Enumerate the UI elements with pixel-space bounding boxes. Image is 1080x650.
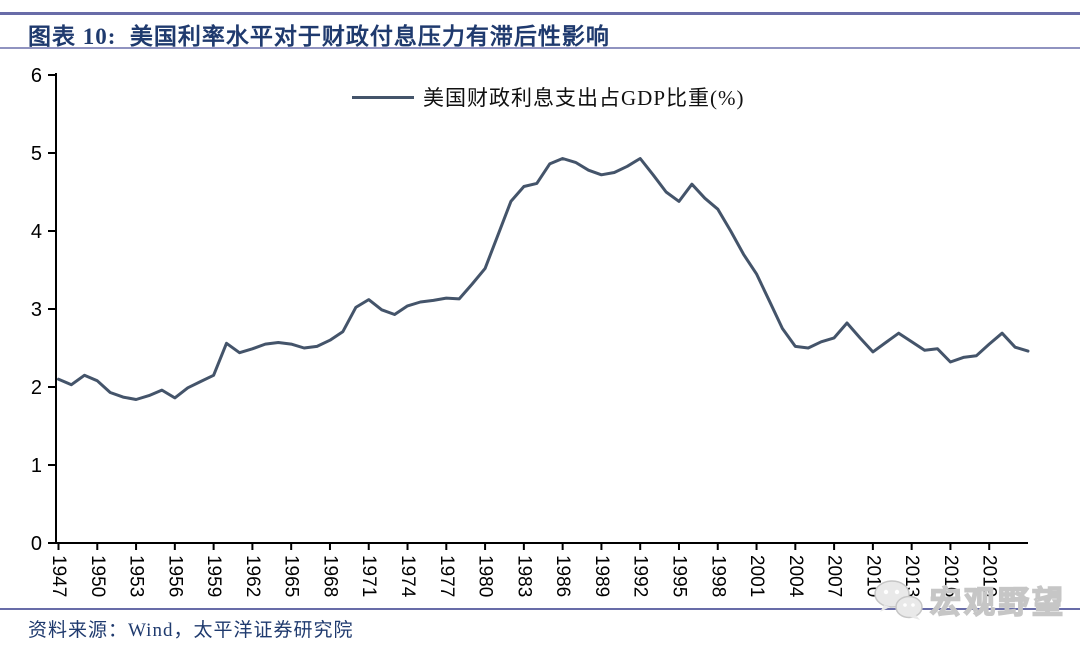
y-tick-label: 4 bbox=[31, 221, 42, 243]
x-tick-label: 1968 bbox=[319, 555, 340, 597]
x-tick-label: 1983 bbox=[513, 555, 534, 597]
page-title: 图表 10: 美国利率水平对于财政付息压力有滞后性影响 bbox=[28, 24, 610, 49]
legend-line-swatch bbox=[352, 95, 414, 99]
x-tick-label: 1980 bbox=[475, 555, 496, 597]
x-tick-label: 1989 bbox=[591, 555, 612, 597]
wechat-chat-bubbles-icon bbox=[874, 579, 923, 620]
y-tick-label: 5 bbox=[31, 143, 42, 165]
y-tick-label: 0 bbox=[31, 533, 42, 555]
y-tick-label: 3 bbox=[31, 299, 42, 321]
x-tick-label: 1953 bbox=[126, 555, 147, 597]
x-tick-label: 1986 bbox=[552, 555, 573, 597]
x-tick-label: 1950 bbox=[87, 555, 108, 597]
x-tick-label: 2001 bbox=[746, 555, 767, 597]
x-tick-label: 2007 bbox=[824, 555, 845, 597]
footer-rule bbox=[0, 608, 1080, 610]
x-tick-label: 1959 bbox=[203, 555, 224, 597]
title-bar-top-rule bbox=[0, 12, 1080, 15]
x-tick-label: 1992 bbox=[630, 555, 651, 597]
x-tick-label: 1971 bbox=[358, 555, 379, 597]
source-text: 资料来源：Wind，太平洋证券研究院 bbox=[28, 620, 354, 641]
y-tick-label: 6 bbox=[31, 65, 42, 87]
x-tick-label: 1977 bbox=[436, 555, 457, 597]
x-tick-label: 1998 bbox=[707, 555, 728, 597]
x-tick-label: 1974 bbox=[397, 555, 418, 598]
x-tick-label: 1947 bbox=[48, 555, 69, 597]
x-tick-label: 2019 bbox=[979, 555, 1000, 597]
watermark: 宏观野望 bbox=[872, 577, 1066, 622]
x-tick-label: 1965 bbox=[281, 555, 302, 597]
x-tick-label: 1995 bbox=[668, 555, 689, 597]
chart-legend: 美国财政利息支出占GDP比重(%) bbox=[352, 84, 745, 110]
watermark-text: 宏观野望 bbox=[929, 584, 1066, 621]
y-tick-label: 2 bbox=[31, 377, 42, 399]
title-bar-bottom-rule bbox=[0, 47, 1080, 49]
x-tick-label: 1956 bbox=[164, 555, 185, 597]
data-series-line bbox=[57, 157, 1030, 401]
x-tick-label: 1962 bbox=[242, 555, 263, 597]
x-tick-label: 2004 bbox=[785, 555, 806, 598]
x-tick-label: 2016 bbox=[940, 555, 961, 597]
y-tick-label: 1 bbox=[31, 455, 42, 477]
axis-lines bbox=[55, 73, 1028, 544]
legend-label: 美国财政利息支出占GDP比重(%) bbox=[423, 86, 745, 110]
